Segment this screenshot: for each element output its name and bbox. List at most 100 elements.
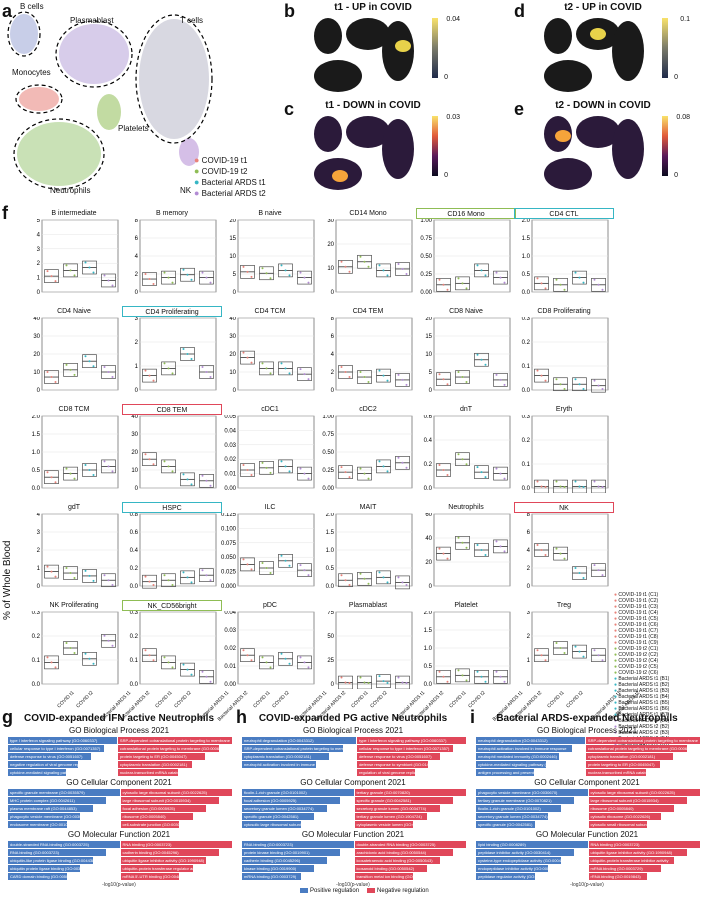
data-point	[340, 466, 343, 469]
y-tick-label: 6	[331, 334, 335, 340]
data-point	[299, 467, 302, 470]
data-point	[540, 374, 543, 377]
boxplot-svg: 20 15 10 5 0	[425, 317, 511, 394]
boxplot-svg: 20 15 10 5 0	[229, 219, 315, 296]
y-tick-label: 0	[233, 388, 237, 394]
go-term-bar: cotranslational protein targeting to mem…	[117, 745, 219, 752]
data-point	[401, 581, 404, 584]
data-point	[284, 367, 287, 370]
y-tick-label: 0.03	[224, 628, 236, 634]
data-point	[348, 376, 351, 378]
data-point	[46, 371, 49, 374]
boxplot-cell: NK 8 6 4 2 0	[514, 502, 614, 596]
data-point	[73, 652, 76, 654]
go-term-bar: rRNA binding (GO:0019843)	[588, 873, 648, 880]
y-tick-label: 4	[37, 513, 41, 518]
boxplot-cell: cDC2 1.00 0.75 0.50 0.25 0.00	[318, 404, 418, 498]
data-point	[111, 284, 114, 287]
data-point	[378, 460, 381, 463]
data-point	[280, 554, 283, 557]
data-point	[190, 278, 193, 281]
go-legend-neg: Negative regulation	[367, 888, 429, 894]
data-point	[536, 277, 539, 280]
y-tick-label: 0.25	[420, 272, 432, 278]
boxplot-cell: gdT 4 3 2 1 0	[24, 502, 124, 596]
go-section-title: GO Cellular Component 2021	[300, 778, 406, 787]
go-term-bar: SRP-dependent cotranslational protein ta…	[585, 737, 700, 744]
data-point	[242, 464, 245, 466]
y-tick-label: 1	[37, 566, 41, 572]
legend-entry: ● Bacterial ARDS t1 (B5)	[614, 700, 670, 706]
go-term-bar: ribosome (GO:0005840)	[588, 805, 674, 812]
go-term-bar: mRNA 5'-UTR binding (GO:0048027)	[120, 873, 180, 880]
y-tick-label: 0.1	[522, 364, 531, 370]
data-point	[186, 576, 189, 579]
y-tick-label: 40	[425, 536, 432, 542]
boxplot-cell: Plasmablast 75 50 25 0 COVID t1 COVID t2 Bacter…	[318, 600, 444, 723]
data-point	[307, 477, 310, 480]
data-point	[578, 276, 581, 279]
data-point	[299, 368, 302, 371]
data-point	[457, 453, 460, 456]
density-plot-c: t1 - DOWN in COVID 0.03 0	[308, 100, 460, 195]
go-term-bar: specific granule membrane (GO:0035579)	[8, 789, 120, 796]
data-point	[171, 584, 174, 586]
y-tick-label: 2	[37, 548, 41, 554]
go-term-bar: transition metal ion binding (GO:0046914…	[354, 873, 414, 880]
y-tick-label: 0.0	[32, 486, 41, 492]
boxplot-svg: 0.3 0.2 0.1 0.0	[522, 317, 609, 394]
y-tick-label: 2	[37, 261, 41, 267]
data-point	[348, 584, 351, 586]
data-point	[378, 675, 381, 678]
data-point	[280, 362, 283, 365]
data-point	[299, 564, 302, 567]
go-term-bar: ubiquitin-protein transferase regulator …	[120, 865, 193, 872]
boxplot-cell: B intermediate 5 4 3 2 1 0	[24, 208, 124, 302]
go-term-bar: secretory granule lumen (GO:0034774)	[354, 805, 440, 812]
boxplot-svg: 0.6 0.4 0.2 0.0	[424, 415, 511, 492]
data-point	[50, 376, 53, 379]
y-tick-label: 3	[37, 530, 41, 536]
data-point	[382, 576, 385, 579]
y-tick-label: 0.0	[130, 682, 139, 688]
y-tick-label: 0.050	[221, 555, 237, 561]
data-point	[84, 355, 87, 358]
y-tick-label: 0.3	[130, 611, 139, 616]
boxplot-svg: 40 30 20 10 0	[33, 317, 119, 394]
data-point	[69, 269, 72, 272]
data-point	[367, 477, 370, 480]
y-tick-label: 2.0	[522, 219, 531, 224]
data-point	[186, 273, 189, 276]
data-point	[84, 464, 87, 466]
data-point	[261, 362, 264, 365]
data-point	[559, 283, 562, 286]
legend-entry: ● COVID-19 t1 (C2)	[614, 598, 659, 604]
data-point	[442, 469, 445, 471]
data-point	[382, 374, 385, 377]
data-point	[457, 371, 460, 374]
go-term-bar: kinase binding (GO:0019900)	[242, 865, 315, 872]
boxplot-svg: 8 6 4 2 0	[527, 513, 609, 590]
boxplot-cell: ILC 0.125 0.100 0.075 0.050 0.025 0.000	[220, 502, 320, 596]
data-point	[209, 579, 212, 582]
y-tick-label: 0.25	[322, 468, 334, 474]
boxplot-title: NK	[514, 502, 614, 513]
data-point	[340, 676, 343, 679]
data-point	[88, 469, 91, 471]
boxplot-title: CD4 TCM	[254, 308, 286, 315]
y-tick-label: 60	[425, 513, 432, 518]
y-tick-label: 0	[527, 682, 531, 688]
data-point	[480, 471, 483, 474]
go-term-bar: peptidase inhibitor activity (GO:0030414…	[476, 849, 575, 856]
data-point	[103, 460, 106, 463]
go-term-bar: cotranslational protein targeting to mem…	[585, 745, 687, 752]
y-tick-label: 20	[327, 242, 334, 248]
legend-entry: ● COVID-19 t1 (C9)	[614, 640, 659, 646]
y-tick-label: 0	[37, 290, 41, 296]
go-bars: neutrophil degranulation (GO:0043312) neu…	[476, 737, 700, 776]
go-term-bar: cadherin binding (GO:0045296)	[120, 849, 219, 856]
y-tick-label: 0.50	[420, 254, 432, 260]
go-term-bar: neutrophil activation involved in immune…	[476, 745, 573, 752]
data-point	[405, 682, 408, 684]
y-tick-label: 0.5	[326, 566, 335, 572]
